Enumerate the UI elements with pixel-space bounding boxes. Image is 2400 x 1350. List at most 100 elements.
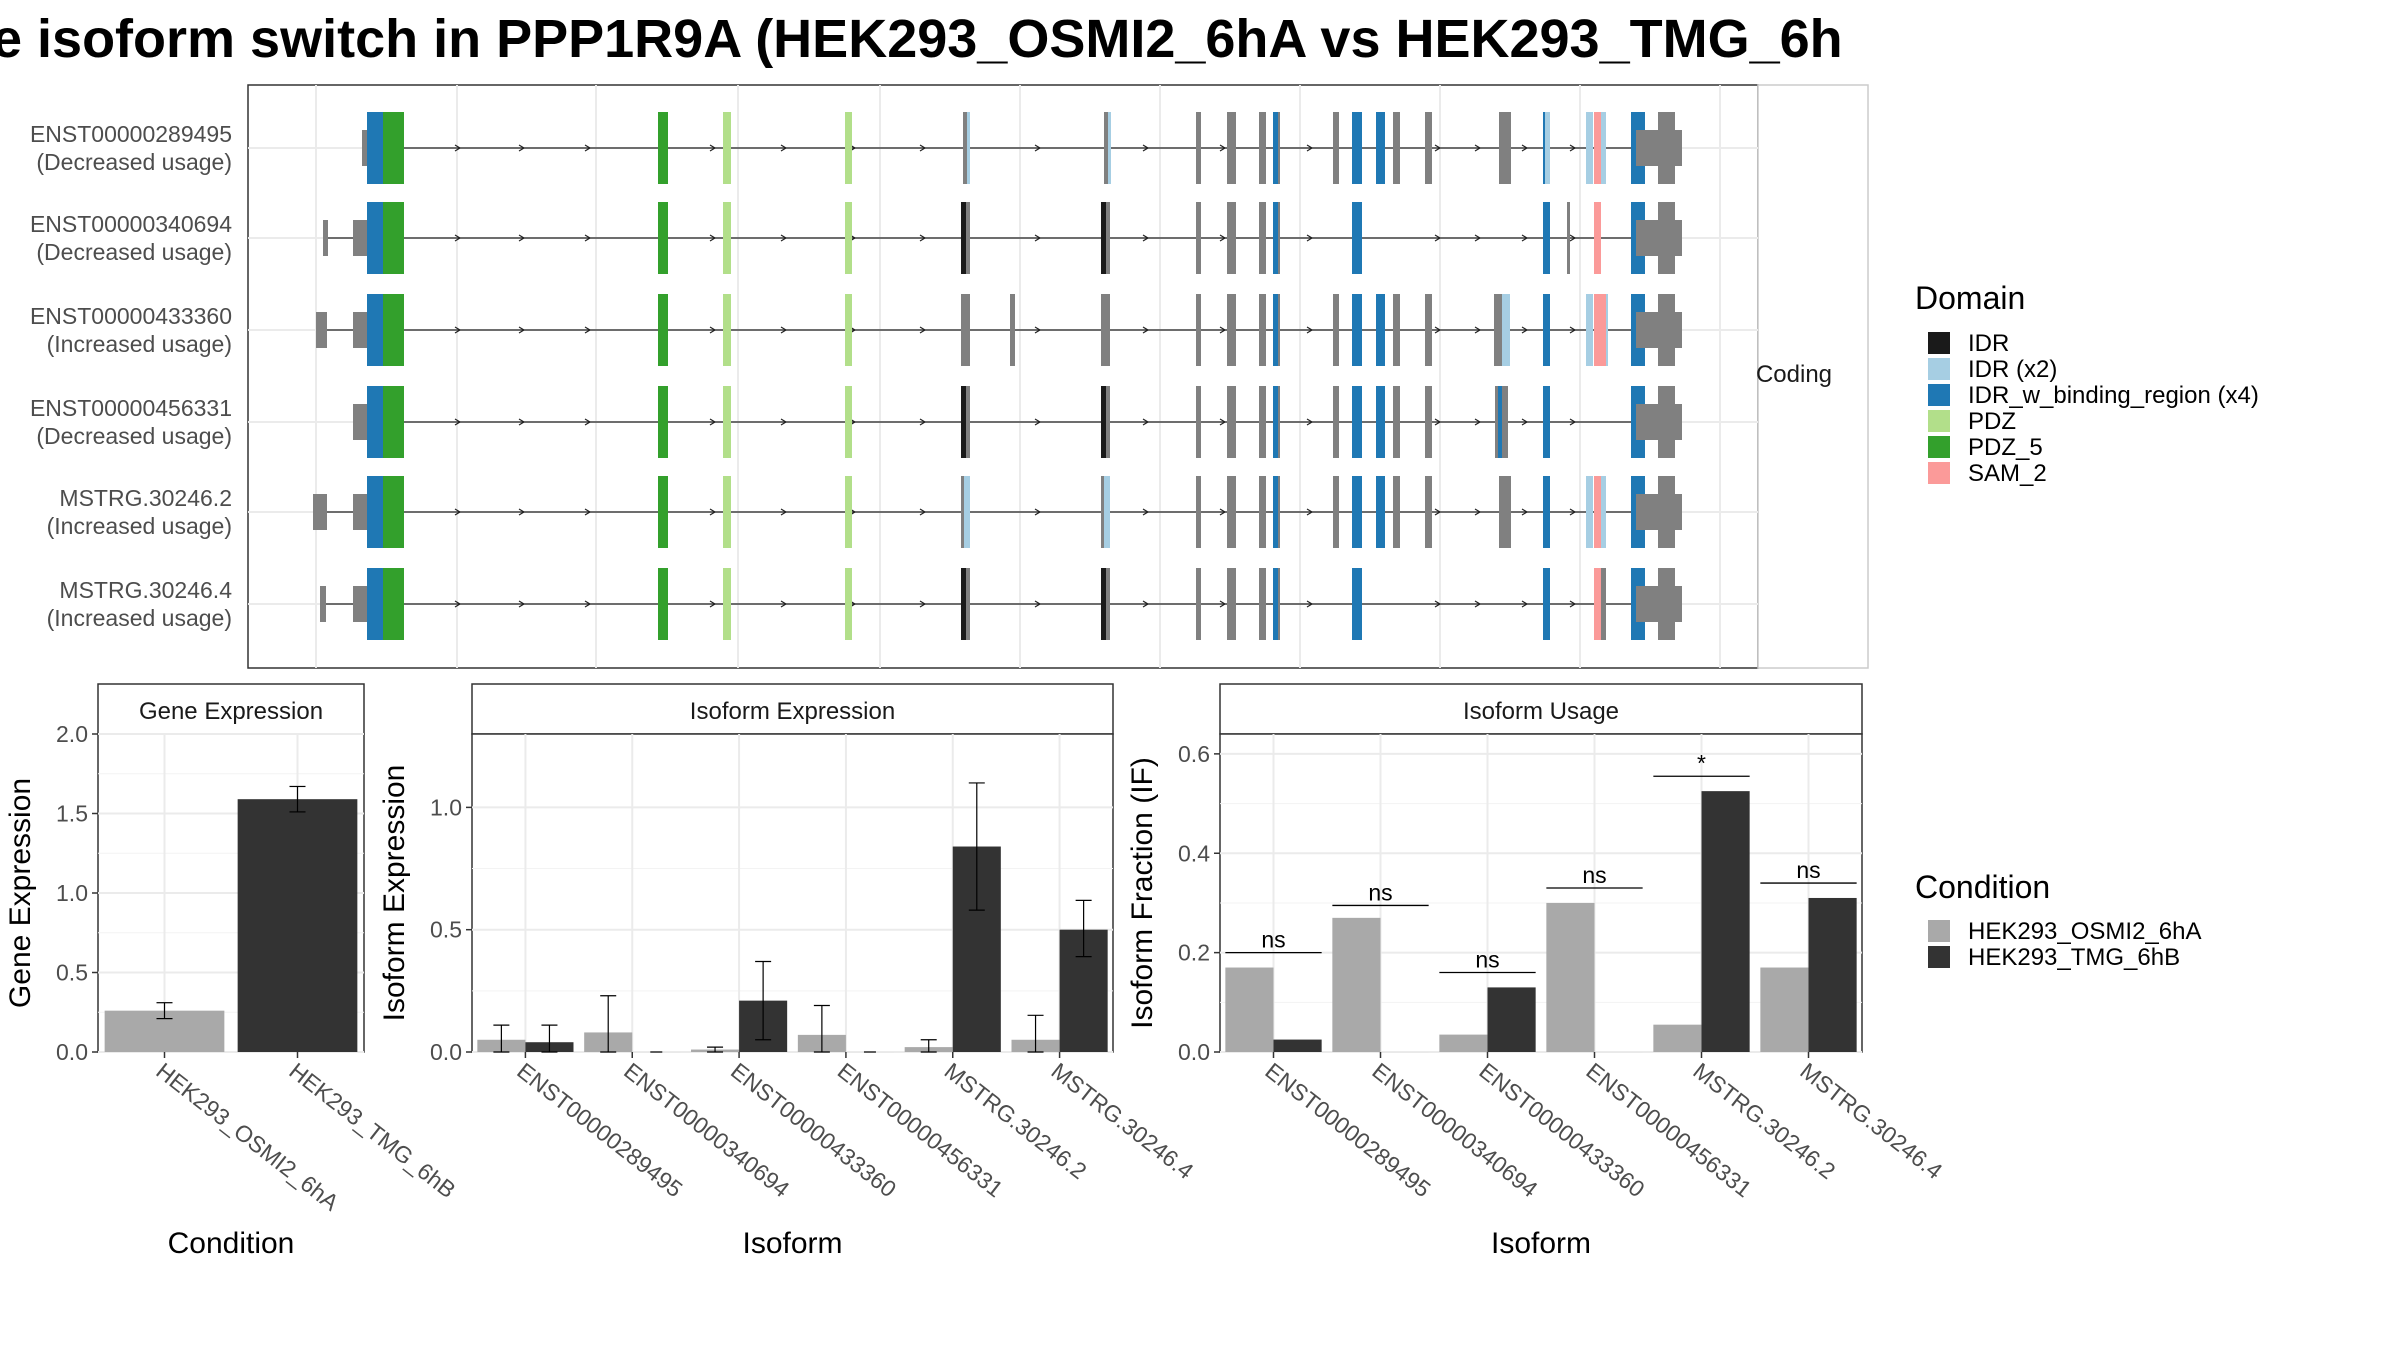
exon-3utr [1636, 220, 1682, 256]
exon-utr [963, 112, 967, 184]
intron-arrow [584, 508, 592, 516]
intron-arrow [1219, 326, 1227, 334]
exon-utr [961, 294, 970, 366]
domain-legend-label: IDR (x2) [1968, 356, 2057, 383]
exon-utr [1259, 202, 1266, 274]
intron-arrow [780, 508, 788, 516]
intron-arrow [1434, 418, 1442, 426]
exon-utr [1502, 386, 1508, 458]
y-axis-title: Gene Expression [4, 778, 37, 1008]
exon-domain [1273, 476, 1278, 548]
exon-utr [1425, 112, 1432, 184]
intron-arrow [780, 326, 788, 334]
intron-arrow [518, 234, 526, 242]
transcript-usage-label: (Increased usage) [47, 331, 232, 357]
exon-domain [1594, 476, 1601, 548]
exon-utr [1495, 386, 1498, 458]
bar [237, 799, 358, 1052]
intron-arrow [709, 508, 717, 516]
condition-legend-title: Condition [1915, 869, 2050, 905]
exon-domain [396, 476, 404, 548]
exon-utr [1104, 112, 1108, 184]
exon-domain [396, 568, 404, 640]
bar [1701, 791, 1750, 1052]
exon-utr [1259, 112, 1266, 184]
intron-arrow [518, 600, 526, 608]
intron-arrow [454, 418, 462, 426]
intron-arrow [1474, 326, 1482, 334]
exon-domain [383, 568, 396, 640]
intron-arrow [1521, 144, 1529, 152]
panel-title: Isoform Usage [1463, 698, 1619, 725]
exon-domain [1352, 294, 1362, 366]
bar [1273, 1039, 1322, 1052]
intron-arrow [1306, 418, 1314, 426]
exon-domain [658, 294, 668, 366]
transcript-structure-panel: ENST00000289495(Decreased usage)ENST0000… [30, 84, 1869, 669]
x-axis-title: Isoform [742, 1227, 842, 1260]
intron-arrow [454, 326, 462, 334]
exon-domain [1594, 568, 1601, 640]
exon-utr [1227, 112, 1236, 184]
bar [1225, 967, 1274, 1052]
bar [1439, 1034, 1488, 1052]
intron-arrow [919, 144, 927, 152]
exon-domain [367, 294, 383, 366]
exon-domain [1594, 112, 1601, 184]
exon-utr [1227, 476, 1236, 548]
domain-legend-swatch [1928, 436, 1950, 458]
exon-domain [1376, 294, 1385, 366]
exon-utr [1259, 386, 1266, 458]
intron-arrow [1474, 508, 1482, 516]
intron-arrow [1142, 234, 1150, 242]
domain-legend-swatch [1928, 462, 1950, 484]
exon-domain [961, 568, 966, 640]
transcript-usage-label: (Increased usage) [47, 513, 232, 539]
transcript-id-label: MSTRG.30246.4 [59, 577, 232, 603]
exon-3utr [1636, 586, 1682, 622]
exon-domain [1352, 476, 1362, 548]
exon-domain [1352, 386, 1362, 458]
exon-domain [658, 386, 668, 458]
domain-legend-swatch [1928, 358, 1950, 380]
domain-legend-swatch [1928, 410, 1950, 432]
exon-utr [1499, 476, 1511, 548]
exon-utr [353, 220, 367, 256]
intron-arrow [1306, 600, 1314, 608]
exon-utr [1101, 476, 1104, 548]
exon-utr [1425, 476, 1432, 548]
exon-domain [1273, 112, 1278, 184]
transcript-usage-label: (Increased usage) [47, 605, 232, 631]
exon-domain [383, 476, 396, 548]
intron-arrow [780, 144, 788, 152]
intron-arrow [454, 144, 462, 152]
exon-utr [353, 404, 367, 440]
exon-domain [723, 386, 731, 458]
exon-domain [1543, 476, 1550, 548]
exon-domain [961, 202, 966, 274]
exon-domain [1543, 568, 1550, 640]
intron-arrow [780, 600, 788, 608]
exon-domain [1273, 294, 1278, 366]
panel-plot-area [471, 733, 1114, 1053]
significance-label: ns [1582, 862, 1606, 888]
exon-domain [1352, 568, 1362, 640]
exon-domain [845, 202, 852, 274]
intron-arrow [1219, 234, 1227, 242]
exon-utr [961, 476, 964, 548]
significance-label: ns [1796, 857, 1820, 883]
significance-label: ns [1261, 927, 1285, 953]
exon-domain [723, 568, 731, 640]
condition-legend-label: HEK293_OSMI2_6hA [1968, 918, 2201, 945]
bar [1546, 902, 1595, 1052]
transcript-id-label: ENST00000456331 [30, 395, 232, 421]
exon-domain [1586, 112, 1593, 184]
exon-domain [845, 294, 852, 366]
exon-domain [367, 568, 383, 640]
intron-arrow [1569, 508, 1577, 516]
exon-domain [967, 112, 970, 184]
intron-arrow [1569, 234, 1577, 242]
intron-arrow [1034, 326, 1042, 334]
transcript-usage-label: (Decreased usage) [36, 239, 232, 265]
intron-arrow [454, 508, 462, 516]
